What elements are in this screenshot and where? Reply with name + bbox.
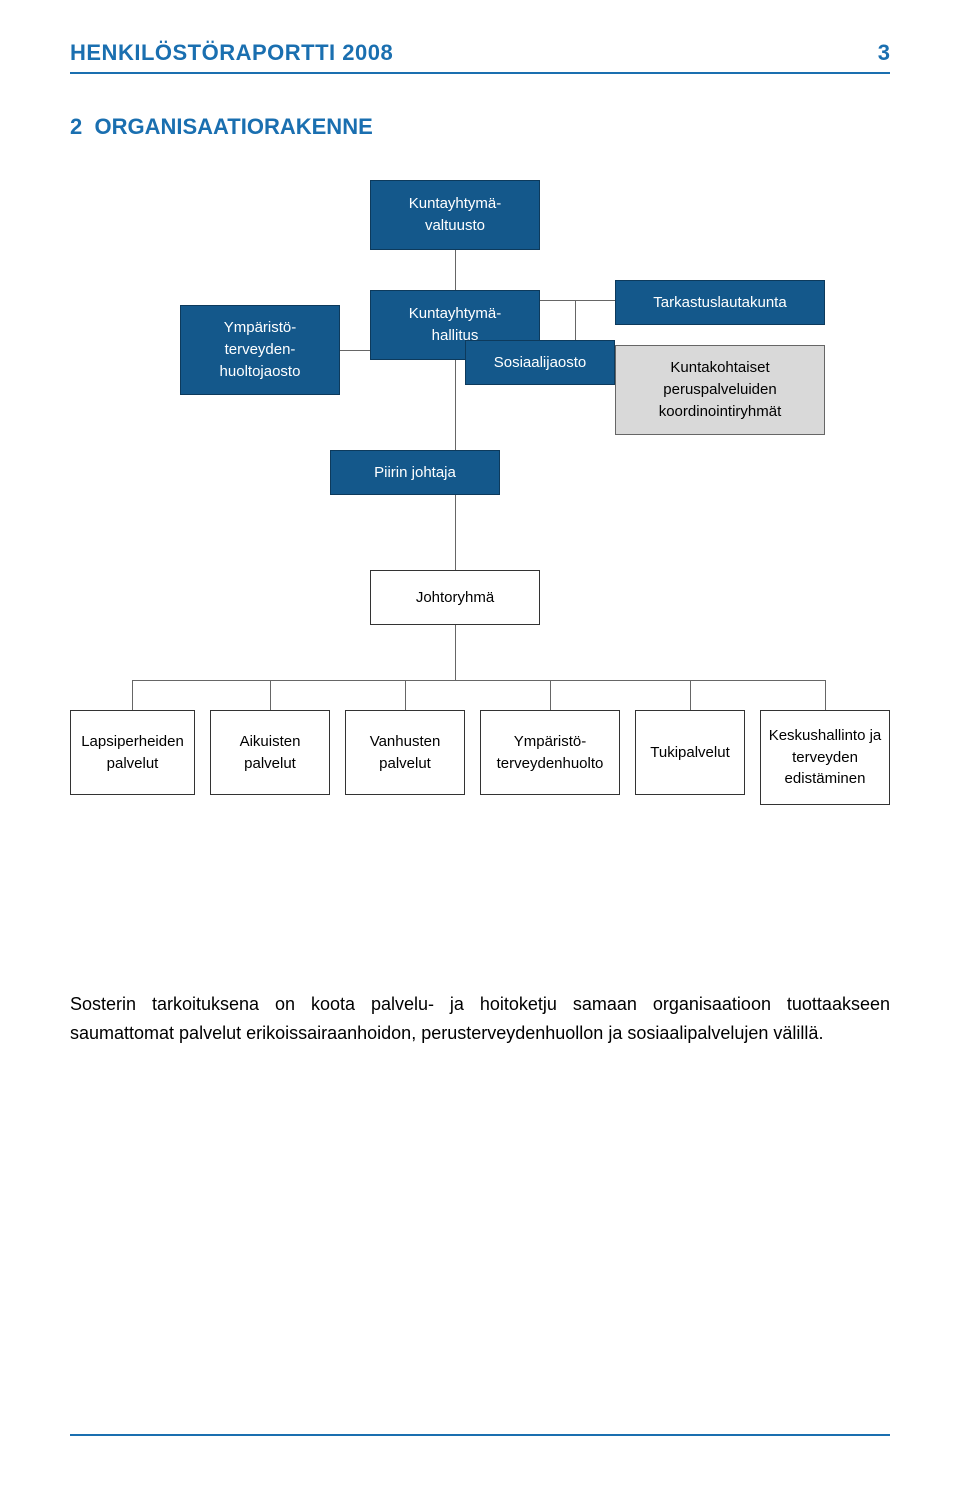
org-node: Kuntakohtaisetperuspalveluidenkoordinoin… (615, 345, 825, 435)
org-node-label: valtuusto (425, 215, 485, 237)
connector-line (455, 625, 456, 680)
connector-line (270, 680, 271, 710)
org-node: Ympäristö-terveyden-huoltojaosto (180, 305, 340, 395)
org-node-label: Johtoryhmä (416, 587, 494, 609)
org-node-label: Keskushallinto ja (769, 725, 882, 747)
connector-line (540, 300, 615, 301)
org-node-label: Ympäristö- (514, 731, 587, 753)
org-node: Tukipalvelut (635, 710, 745, 795)
org-node-label: Sosiaalijaosto (494, 352, 587, 374)
org-node-label: Piirin johtaja (374, 462, 456, 484)
org-chart: Kuntayhtymä-valtuusto Ympäristö-terveyden… (70, 180, 890, 920)
org-node: Johtoryhmä (370, 570, 540, 625)
org-node-label: Lapsiperheiden (81, 731, 184, 753)
connector-line (690, 680, 691, 710)
org-node-label: huoltojaosto (220, 361, 301, 383)
org-node-label: Kuntayhtymä- (409, 303, 502, 325)
org-node-label: Ympäristö- (224, 317, 297, 339)
header-title: HENKILÖSTÖRAPORTTI 2008 (70, 40, 393, 66)
org-node-label: Tukipalvelut (650, 742, 729, 764)
org-node-label: koordinointiryhmät (659, 401, 782, 423)
org-node-label: edistäminen (785, 768, 866, 790)
connector-line (132, 680, 133, 710)
org-node-label: Tarkastuslautakunta (653, 292, 786, 314)
section-heading: ORGANISAATIORAKENNE (94, 114, 372, 139)
org-node: Keskushallinto jaterveydenedistäminen (760, 710, 890, 805)
org-node-label: palvelut (107, 753, 159, 775)
org-node: Ympäristö-terveydenhuolto (480, 710, 620, 795)
org-node-label: palvelut (244, 753, 296, 775)
org-node: Sosiaalijaosto (465, 340, 615, 385)
org-node: Piirin johtaja (330, 450, 500, 495)
connector-line (132, 680, 825, 681)
org-node-label: Kuntakohtaiset (670, 357, 769, 379)
body-paragraph: Sosterin tarkoituksena on koota palvelu-… (70, 990, 890, 1048)
org-node: Lapsiperheidenpalvelut (70, 710, 195, 795)
org-node-label: palvelut (379, 753, 431, 775)
org-node-label: terveyden- (225, 339, 296, 361)
section-number: 2 (70, 114, 82, 139)
connector-line (550, 680, 551, 710)
connector-line (455, 250, 456, 290)
org-node-label: terveydenhuolto (497, 753, 604, 775)
org-node: Kuntayhtymä-valtuusto (370, 180, 540, 250)
org-node-label: peruspalveluiden (663, 379, 776, 401)
section-title: 2 ORGANISAATIORAKENNE (70, 114, 890, 140)
org-node-label: Kuntayhtymä- (409, 193, 502, 215)
org-node-label: terveyden (792, 747, 858, 769)
org-node-label: Vanhusten (370, 731, 441, 753)
connector-line (340, 350, 370, 351)
page-header: HENKILÖSTÖRAPORTTI 2008 3 (70, 40, 890, 74)
org-node: Vanhustenpalvelut (345, 710, 465, 795)
org-node: Aikuistenpalvelut (210, 710, 330, 795)
org-node-label: Aikuisten (240, 731, 301, 753)
connector-line (405, 680, 406, 710)
connector-line (825, 680, 826, 710)
header-page-number: 3 (878, 40, 890, 66)
footer-divider (70, 1434, 890, 1436)
org-node: Tarkastuslautakunta (615, 280, 825, 325)
